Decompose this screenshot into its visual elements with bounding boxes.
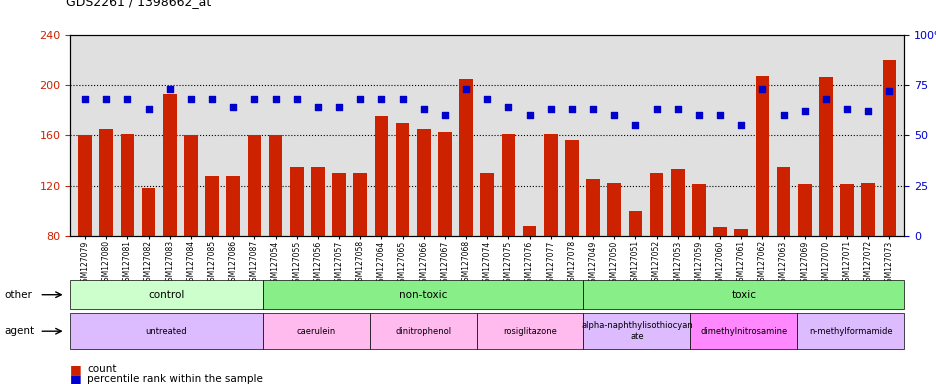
Point xyxy=(331,104,346,110)
Bar xyxy=(670,169,684,337)
Point xyxy=(268,96,283,102)
Bar xyxy=(205,176,219,337)
Point xyxy=(479,96,494,102)
Bar xyxy=(99,129,113,337)
Point xyxy=(607,112,622,118)
Text: percentile rank within the sample: percentile rank within the sample xyxy=(87,374,263,384)
Text: n-methylformamide: n-methylformamide xyxy=(808,327,892,336)
Point xyxy=(352,96,367,102)
Text: GDS2261 / 1398662_at: GDS2261 / 1398662_at xyxy=(66,0,211,8)
Bar xyxy=(543,134,557,337)
Bar xyxy=(522,226,536,337)
Point xyxy=(98,96,113,102)
Point xyxy=(183,96,198,102)
Point xyxy=(754,86,769,92)
Bar xyxy=(183,136,197,337)
Bar xyxy=(353,173,367,337)
Bar xyxy=(437,132,451,337)
Text: control: control xyxy=(148,290,184,300)
Bar xyxy=(797,184,811,337)
Bar xyxy=(374,116,388,337)
Text: dinitrophenol: dinitrophenol xyxy=(395,327,450,336)
Bar xyxy=(734,228,747,337)
Bar xyxy=(882,60,896,337)
Bar xyxy=(459,79,473,337)
Point xyxy=(162,86,177,92)
Bar xyxy=(692,184,705,337)
Bar xyxy=(417,129,431,337)
Point xyxy=(817,96,832,102)
Point xyxy=(289,96,304,102)
Point xyxy=(437,112,452,118)
Point xyxy=(797,108,812,114)
Bar xyxy=(501,134,515,337)
Bar xyxy=(564,141,578,337)
Text: ■: ■ xyxy=(70,363,82,376)
Bar xyxy=(607,183,621,337)
Text: non-toxic: non-toxic xyxy=(399,290,446,300)
Text: agent: agent xyxy=(5,326,35,336)
Point xyxy=(775,112,790,118)
Bar xyxy=(247,136,261,337)
Point xyxy=(711,112,726,118)
Text: dimethylnitrosamine: dimethylnitrosamine xyxy=(699,327,786,336)
Point xyxy=(395,96,410,102)
Point xyxy=(120,96,135,102)
Point xyxy=(141,106,156,112)
Point xyxy=(563,106,578,112)
Point xyxy=(458,86,473,92)
Point xyxy=(733,122,748,128)
Point xyxy=(78,96,93,102)
Text: count: count xyxy=(87,364,116,374)
Text: rosiglitazone: rosiglitazone xyxy=(503,327,556,336)
Bar xyxy=(628,211,641,337)
Bar xyxy=(121,134,134,337)
Point xyxy=(585,106,600,112)
Bar xyxy=(712,227,726,337)
Point xyxy=(501,104,516,110)
Point xyxy=(247,96,262,102)
Point xyxy=(839,106,854,112)
Point xyxy=(860,108,875,114)
Point xyxy=(416,106,431,112)
Bar xyxy=(480,173,493,337)
Bar xyxy=(860,183,874,337)
Bar xyxy=(649,173,663,337)
Bar xyxy=(227,176,240,337)
Text: caerulein: caerulein xyxy=(296,327,335,336)
Bar xyxy=(840,184,853,337)
Point xyxy=(521,112,536,118)
Point xyxy=(649,106,664,112)
Point xyxy=(669,106,684,112)
Point xyxy=(691,112,706,118)
Point xyxy=(543,106,558,112)
Text: untreated: untreated xyxy=(145,327,187,336)
Bar xyxy=(163,94,177,337)
Text: ■: ■ xyxy=(70,373,82,384)
Text: other: other xyxy=(5,290,33,300)
Point xyxy=(204,96,219,102)
Bar xyxy=(818,78,832,337)
Bar xyxy=(269,136,282,337)
Point xyxy=(226,104,241,110)
Point xyxy=(310,104,325,110)
Point xyxy=(627,122,642,128)
Bar xyxy=(311,167,325,337)
Bar xyxy=(754,76,768,337)
Bar xyxy=(332,173,345,337)
Text: toxic: toxic xyxy=(731,290,755,300)
Bar xyxy=(141,188,155,337)
Bar xyxy=(78,136,92,337)
Point xyxy=(373,96,388,102)
Point xyxy=(881,88,896,94)
Bar xyxy=(586,179,599,337)
Bar xyxy=(776,167,790,337)
Bar xyxy=(289,167,303,337)
Text: alpha-naphthylisothiocyan
ate: alpha-naphthylisothiocyan ate xyxy=(580,321,692,341)
Bar xyxy=(395,123,409,337)
